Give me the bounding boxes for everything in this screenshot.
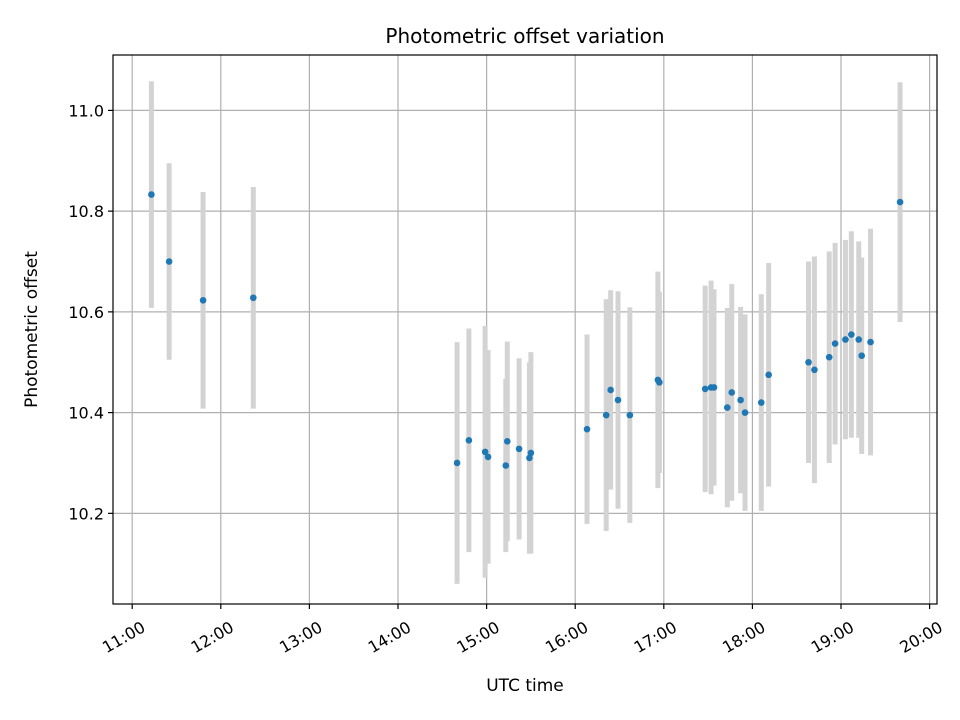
data-point [527,449,535,457]
data-point [757,399,765,406]
y-tick-label: 11.0 [68,101,104,120]
data-point [607,386,614,394]
data-point [583,425,591,433]
plot-frame [112,54,938,605]
data-point [502,462,510,469]
data-point [805,358,812,366]
y-axis-ticks: 10.2 10.4 10.6 10.8 11.0 [68,101,113,523]
data-point [728,389,736,396]
data-point [484,453,492,461]
data-point [724,404,731,411]
data-markers [148,191,904,469]
data-point [148,191,155,198]
data-point [741,409,749,416]
chart-title: Photometric offset variation [385,24,664,48]
y-tick-label: 10.2 [68,504,104,523]
x-axis-label: UTC time [486,676,564,696]
y-axis-label: Photometric offset [22,251,42,408]
data-point [165,258,173,265]
data-point [737,396,744,404]
data-point [199,296,207,304]
data-point [465,437,473,444]
data-point [656,379,663,386]
data-point [710,384,718,391]
data-point [614,396,622,404]
data-point [858,352,865,359]
y-tick-label: 10.4 [68,404,104,423]
data-point [825,353,833,361]
data-point [831,340,839,347]
y-tick-label: 10.8 [68,202,104,221]
data-point [848,331,855,338]
data-point [602,411,610,419]
y-tick-label: 10.6 [68,303,104,322]
data-point [855,336,863,343]
data-point [626,411,634,419]
data-point [701,385,709,393]
data-point [526,454,533,462]
data-point [867,338,874,346]
data-point [896,198,904,206]
data-point [811,366,818,374]
data-point [453,459,461,467]
grid-lines [113,55,937,604]
data-point [503,438,511,445]
data-point [842,336,849,343]
data-point [515,445,523,453]
data-point [481,448,489,456]
data-point [765,371,772,379]
data-point [249,294,257,302]
